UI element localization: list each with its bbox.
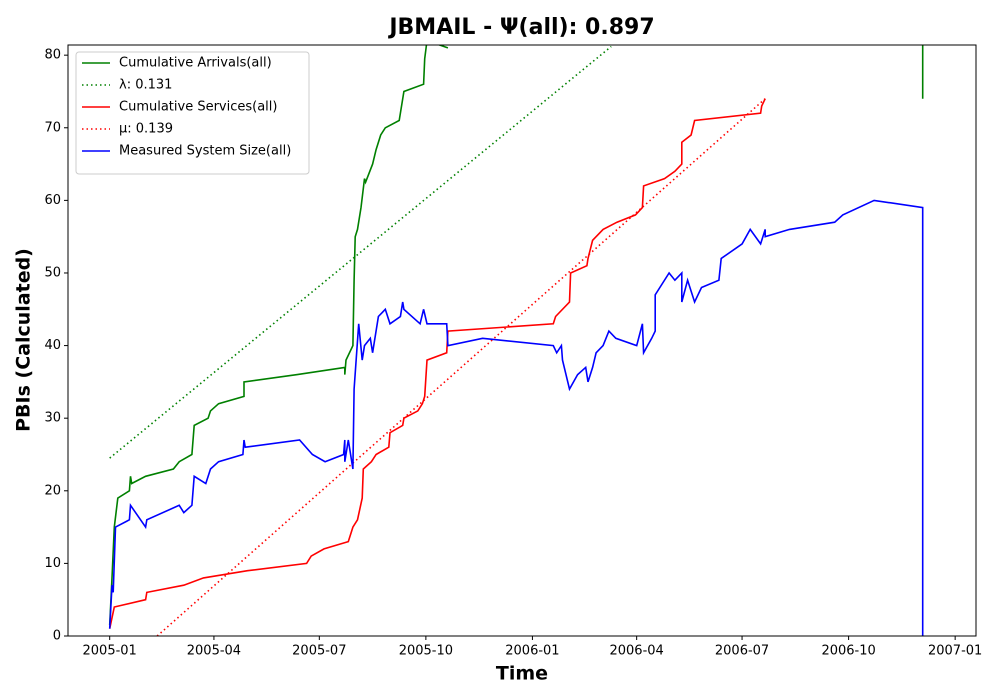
plot-frame: [67, 44, 977, 637]
x-tick-label: 2006-07: [715, 644, 769, 659]
legend-label: Cumulative Arrivals(all): [119, 56, 272, 71]
x-tick-label: 2005-01: [83, 644, 137, 659]
y-tick-label: 30: [44, 411, 61, 426]
chart-title: JBMAIL - Ψ(all): 0.897: [387, 15, 654, 40]
y-tick-label: 0: [53, 629, 61, 644]
legend-label: Measured System Size(all): [119, 144, 291, 159]
y-tick-label: 60: [44, 193, 61, 208]
series-line: [109, 45, 612, 459]
legend-box: [75, 51, 310, 175]
series-line: [108, 199, 924, 636]
series-line: [108, 98, 766, 629]
series-line: [108, 45, 924, 626]
y-tick-label: 50: [44, 265, 61, 280]
y-tick-label: 80: [44, 48, 61, 63]
x-tick-label: 2005-04: [187, 644, 241, 659]
y-tick-label: 20: [44, 483, 61, 498]
y-axis-label: PBIs (Calculated): [13, 248, 35, 432]
x-tick-label: 2006-01: [505, 644, 559, 659]
y-tick-label: 10: [44, 556, 61, 571]
x-tick-label: 2006-04: [609, 644, 663, 659]
x-tick-label: 2005-07: [292, 644, 346, 659]
y-tick-label: 40: [44, 338, 61, 353]
series-line: [156, 98, 766, 636]
legend-label: λ: 0.131: [119, 78, 172, 93]
x-axis-label: Time: [496, 663, 548, 685]
plot-area: [108, 45, 924, 636]
y-tick-label: 70: [44, 120, 61, 135]
x-tick-label: 2006-10: [821, 644, 875, 659]
legend-label: Cumulative Services(all): [119, 100, 277, 115]
x-tick-label: 2005-10: [399, 644, 453, 659]
x-tick-label: 2007-01: [928, 644, 982, 659]
legend-label: μ: 0.139: [119, 122, 173, 137]
